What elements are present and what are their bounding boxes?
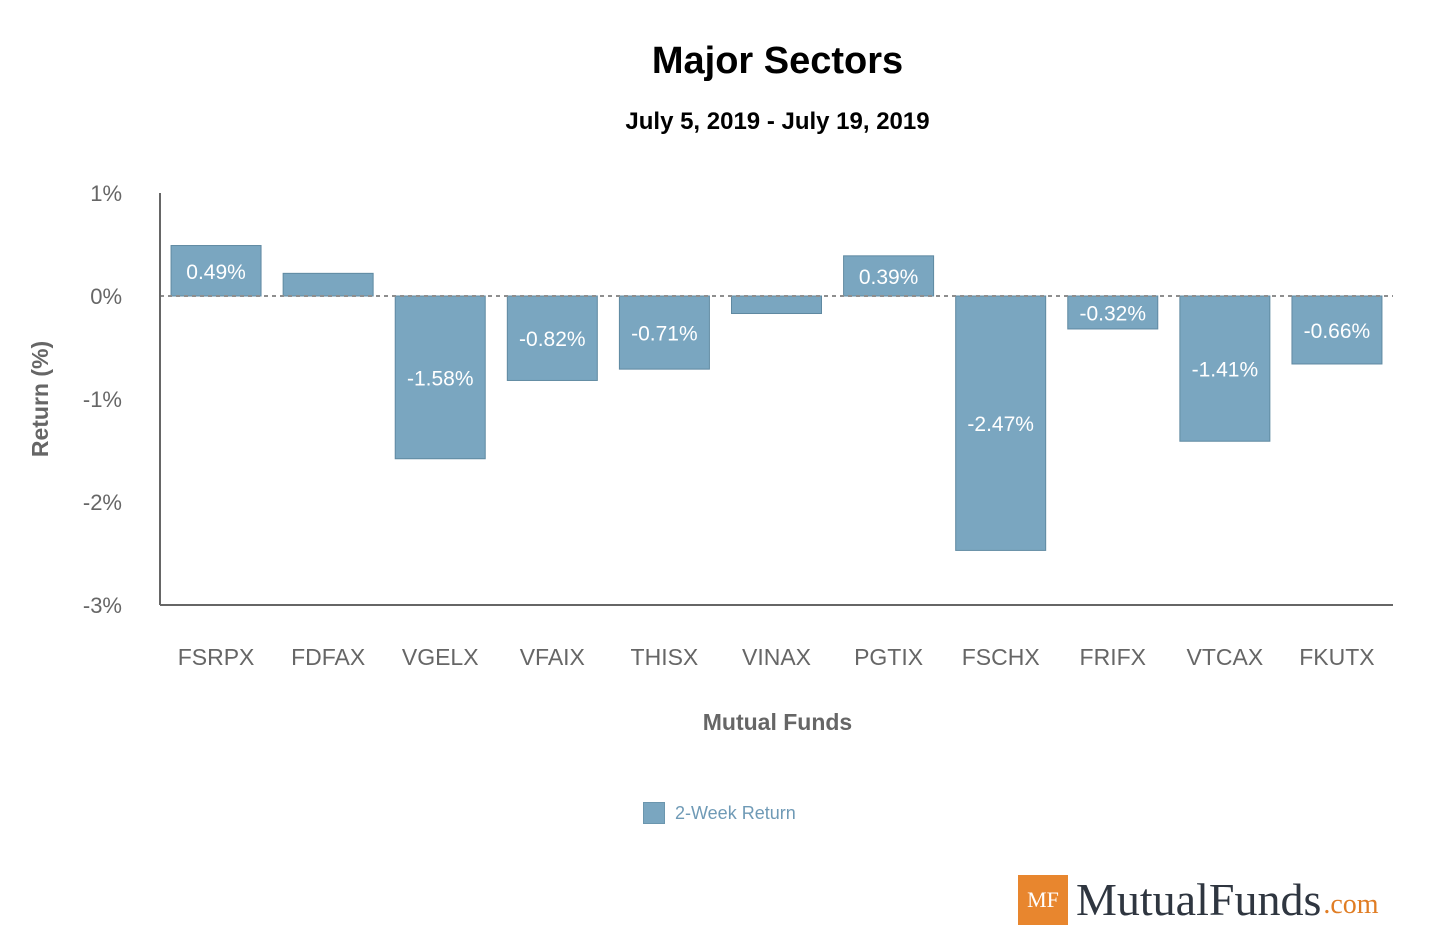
x-tick-label: THISX <box>631 644 699 670</box>
bar-frifx <box>1067 295 1159 330</box>
y-tick-label: -1% <box>83 387 122 412</box>
x-tick-label: FSRPX <box>178 644 255 670</box>
data-label: -0.71% <box>631 323 698 346</box>
data-label: -1.41% <box>1192 359 1259 382</box>
bar-vtcax <box>1179 295 1271 442</box>
y-tick-label: -3% <box>83 593 122 618</box>
bar-fschx <box>955 295 1047 551</box>
bar-chart: 1% 0% -1% -2% -3% 0.49% -1.58% -0.82% -0.71% 0.39… <box>27 181 1393 735</box>
data-label: -2.47% <box>967 413 1034 436</box>
mutualfunds-logo: MF MutualFunds .com <box>1018 870 1379 930</box>
bar-vgelx <box>394 295 486 460</box>
x-tick-label: FRIFX <box>1080 644 1146 670</box>
legend-label: 2-Week Return <box>675 802 796 823</box>
logo-mark: MF <box>1018 875 1068 925</box>
data-label: -0.66% <box>1304 320 1371 343</box>
data-label: -0.32% <box>1079 302 1146 325</box>
bar-vinax <box>731 295 822 315</box>
x-tick-label: VGELX <box>402 644 479 670</box>
data-label: 0.39% <box>859 266 919 289</box>
x-tick-label: FSCHX <box>962 644 1040 670</box>
x-tick-label: PGTIX <box>854 644 923 670</box>
chart-title: Major Sectors <box>651 40 904 82</box>
logo-tld: .com <box>1323 889 1379 920</box>
legend-swatch <box>643 802 665 824</box>
x-tick-label: FKUTX <box>1299 644 1374 670</box>
bar-pgtix <box>843 255 935 297</box>
x-tick-label: VTCAX <box>1187 644 1264 670</box>
data-label: -1.58% <box>407 367 474 390</box>
data-label: -0.82% <box>519 328 586 351</box>
bar-fdfax <box>282 272 374 297</box>
bar-fkutx <box>1291 295 1383 365</box>
bar-vfaix <box>506 295 598 381</box>
y-axis-title: Return (%) <box>27 341 53 457</box>
x-tick-label: VFAIX <box>520 644 585 670</box>
y-tick-label: -2% <box>83 490 122 515</box>
y-tick-label: 1% <box>90 181 122 206</box>
data-label: 0.49% <box>186 261 246 284</box>
x-tick-label: VINAX <box>742 644 811 670</box>
x-axis-title: Mutual Funds <box>703 709 852 735</box>
legend[interactable]: 2-Week Return <box>643 802 796 824</box>
chart-subtitle: July 5, 2019 - July 19, 2019 <box>625 108 930 135</box>
y-tick-label: 0% <box>90 284 122 309</box>
logo-name: MutualFunds <box>1076 874 1322 925</box>
x-tick-label: FDFAX <box>291 644 365 670</box>
